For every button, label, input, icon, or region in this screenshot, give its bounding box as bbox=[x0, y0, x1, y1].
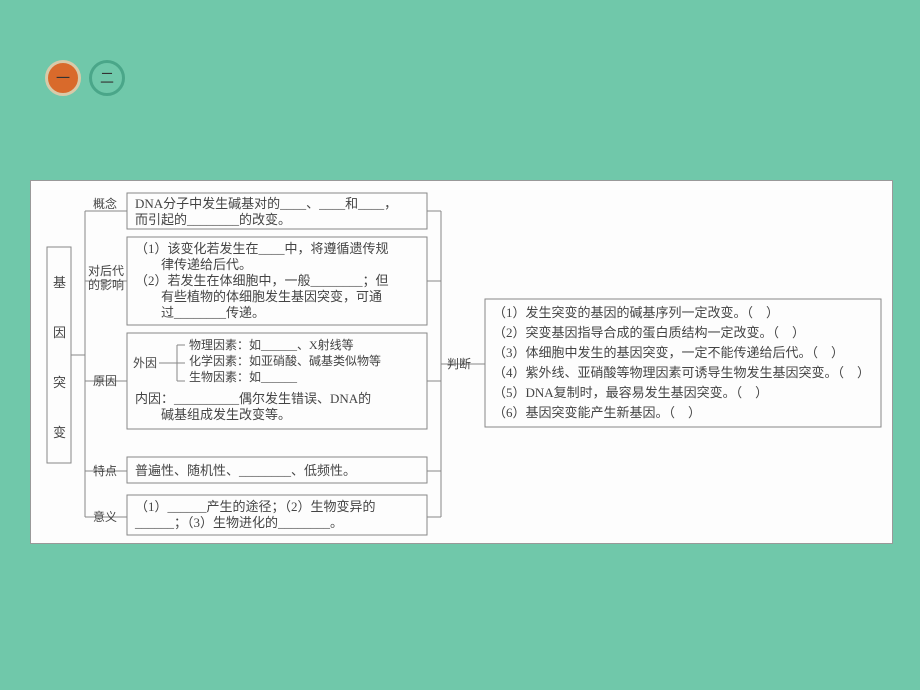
judge-2: （2）突变基因指导合成的蛋白质结构一定改变。（ ） bbox=[493, 325, 805, 340]
label-effect-2: 的影响 bbox=[88, 277, 124, 292]
label-cause: 原因 bbox=[93, 374, 117, 388]
meaning-l1: （1）______产生的途径；（2）生物变异的 bbox=[135, 499, 376, 515]
cause-i2: 碱基组成发生改变等。 bbox=[135, 407, 291, 422]
page: 一 二 bbox=[0, 0, 920, 690]
root-char-4: 变 bbox=[53, 425, 66, 440]
concept-l1: DNA分子中发生碱基对的____、____和____， bbox=[135, 196, 397, 211]
judge-label: 判断 bbox=[447, 356, 471, 371]
diagram-sheet: 基 因 突 变 概念 对后代 的影响 原因 特点 意义 DNA分子中发生碱基对的… bbox=[30, 180, 893, 544]
judge-5: （5）DNA复制时，最容易发生基因突变。（ ） bbox=[493, 385, 768, 400]
judge-6: （6）基因突变能产生新基因。（ ） bbox=[493, 405, 701, 420]
tab-one-label: 一 bbox=[56, 68, 70, 88]
meaning-l2: ______；（3）生物进化的________。 bbox=[134, 515, 343, 531]
root-char-3: 突 bbox=[53, 375, 66, 390]
judge-3: （3）体细胞中发生的基因突变，一定不能传递给后代。（ ） bbox=[493, 345, 844, 360]
judge-4: （4）紫外线、亚硝酸等物理因素可诱导生物发生基因突变。（ ） bbox=[493, 365, 870, 380]
cause-o1: 物理因素：如______、X射线等 bbox=[189, 337, 354, 352]
tab-one[interactable]: 一 bbox=[45, 60, 81, 96]
label-effect-1: 对后代 bbox=[88, 264, 124, 278]
cause-i1: 内因：__________偶尔发生错误、DNA的 bbox=[135, 391, 371, 406]
label-concept: 概念 bbox=[93, 196, 117, 211]
cause-outer-label: 外因 bbox=[133, 356, 157, 370]
tab-row: 一 二 bbox=[45, 60, 125, 96]
label-feature: 特点 bbox=[93, 463, 117, 478]
tab-two[interactable]: 二 bbox=[89, 60, 125, 96]
root-char-1: 基 bbox=[53, 275, 66, 290]
tab-two-label: 二 bbox=[100, 68, 114, 88]
feature-text: 普遍性、随机性、________、低频性。 bbox=[135, 463, 356, 478]
effect-l1: （1）该变化若发生在____中，将遵循遗传规 bbox=[135, 241, 389, 256]
concept-l2: 而引起的________的改变。 bbox=[135, 212, 291, 227]
diagram-svg: 基 因 突 变 概念 对后代 的影响 原因 特点 意义 DNA分子中发生碱基对的… bbox=[31, 181, 892, 543]
cause-o2: 化学因素：如亚硝酸、碱基类似物等 bbox=[189, 353, 381, 368]
cause-o3: 生物因素：如______ bbox=[189, 369, 298, 384]
effect-l5: 过________传递。 bbox=[135, 305, 265, 320]
root-char-2: 因 bbox=[53, 325, 66, 340]
judge-1: （1）发生突变的基因的碱基序列一定改变。（ ） bbox=[493, 305, 779, 320]
effect-l2: 律传递给后代。 bbox=[135, 257, 252, 272]
effect-l4: 有些植物的体细胞发生基因突变，可通 bbox=[135, 289, 382, 304]
effect-l3: （2）若发生在体细胞中，一般________；但 bbox=[135, 273, 389, 289]
label-meaning: 意义 bbox=[93, 509, 117, 524]
